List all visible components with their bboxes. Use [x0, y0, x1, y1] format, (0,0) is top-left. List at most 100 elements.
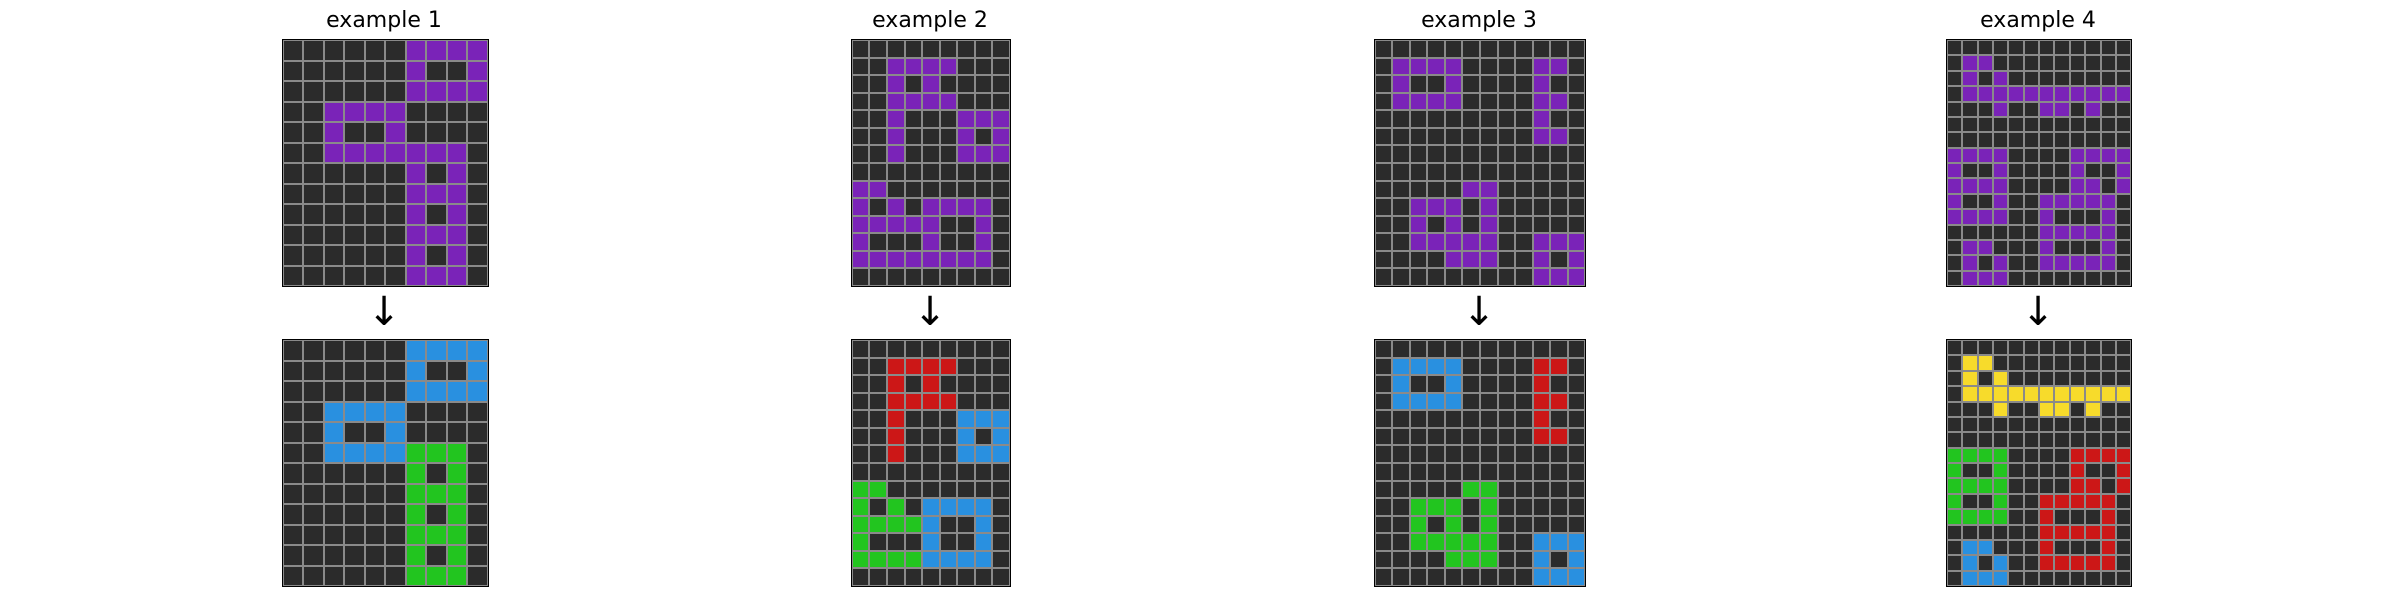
grid-cell [2039, 432, 2054, 447]
down-arrow-icon: ↓ [1374, 292, 1585, 332]
grid-cell [869, 463, 887, 481]
grid-cell [447, 463, 468, 484]
grid-cell [406, 504, 427, 525]
grid-cell [1978, 40, 1993, 55]
grid-cell [2070, 571, 2085, 586]
grid-cell [2024, 209, 2039, 224]
grid-cell [283, 163, 304, 184]
grid-cell [1533, 498, 1551, 516]
grid-cell [1498, 393, 1516, 411]
grid-cell [1978, 525, 1993, 540]
grid-cell [1962, 448, 1977, 463]
grid-cell [1962, 463, 1977, 478]
grid-cell [365, 484, 386, 505]
grid-cell [1410, 551, 1428, 569]
grid-cell [1962, 386, 1977, 401]
grid-cell [957, 463, 975, 481]
grid-cell [852, 481, 870, 499]
grid-cell [975, 251, 993, 269]
grid-cell [975, 75, 993, 93]
grid-cell [1498, 216, 1516, 234]
grid-cell [887, 93, 905, 111]
grid-cell [852, 445, 870, 463]
grid-cell [869, 40, 887, 58]
grid-cell [406, 545, 427, 566]
grid-cell [324, 381, 345, 402]
grid-cell [426, 463, 447, 484]
grid-cell [887, 128, 905, 146]
grid-cell [467, 504, 488, 525]
grid-cell [385, 361, 406, 382]
grid-cell [1993, 340, 2008, 355]
grid-cell [1947, 225, 1962, 240]
grid-cell [406, 340, 427, 361]
grid-cell [2054, 132, 2069, 147]
grid-cell [1962, 402, 1977, 417]
grid-cell [1445, 40, 1463, 58]
grid-cell [1947, 448, 1962, 463]
grid-cell [1427, 181, 1445, 199]
grid-cell [1375, 568, 1393, 586]
grid-cell [2070, 402, 2085, 417]
grid-cell [1375, 110, 1393, 128]
grid-cell [365, 422, 386, 443]
grid-cell [1480, 216, 1498, 234]
grid-cell [1993, 102, 2008, 117]
grid-cell [922, 216, 940, 234]
grid-cell [2008, 509, 2023, 524]
grid-cell [1533, 481, 1551, 499]
grid-cell [940, 533, 958, 551]
grid-cell [869, 568, 887, 586]
grid-cell [940, 93, 958, 111]
grid-cell [975, 163, 993, 181]
grid-cell [2085, 178, 2100, 193]
grid-cell [2054, 448, 2069, 463]
grid-cell [975, 568, 993, 586]
grid-cell [869, 198, 887, 216]
grid-cell [1947, 494, 1962, 509]
grid-cell [1392, 268, 1410, 286]
grid-cell [283, 81, 304, 102]
grid-cell [1410, 516, 1428, 534]
grid-cell [324, 340, 345, 361]
grid-cell [1993, 525, 2008, 540]
grid-cell [1993, 132, 2008, 147]
grid-cell [1515, 516, 1533, 534]
grid-cell [406, 525, 427, 546]
grid-cell [1533, 533, 1551, 551]
grid-cell [922, 75, 940, 93]
grid-cell [922, 93, 940, 111]
grid-cell [1375, 516, 1393, 534]
grid-cell [447, 525, 468, 546]
grid-cell [2039, 271, 2054, 286]
grid-cell [869, 533, 887, 551]
grid-cell [2070, 540, 2085, 555]
grid-cell [2116, 448, 2131, 463]
grid-cell [2101, 225, 2116, 240]
grid-cell [992, 533, 1010, 551]
grid-cell [2085, 494, 2100, 509]
grid-cell [1962, 117, 1977, 132]
grid-cell [2039, 209, 2054, 224]
grid-cell [303, 566, 324, 587]
grid-cell [1462, 428, 1480, 446]
grid-cell [2039, 163, 2054, 178]
grid-cell [2085, 432, 2100, 447]
grid-cell [2039, 371, 2054, 386]
grid-cell [303, 463, 324, 484]
grid-cell [303, 184, 324, 205]
grid-cell [1375, 251, 1393, 269]
grid-cell [1993, 494, 2008, 509]
grid-cell [869, 498, 887, 516]
grid-cell [1498, 75, 1516, 93]
grid-cell [324, 463, 345, 484]
grid-cell [905, 93, 923, 111]
grid-cell [905, 428, 923, 446]
grid-cell [887, 410, 905, 428]
grid-cell [2008, 40, 2023, 55]
grid-cell [447, 184, 468, 205]
grid-cell [1947, 86, 1962, 101]
grid-cell [2116, 255, 2131, 270]
grid-cell [2054, 402, 2069, 417]
grid-cell [905, 340, 923, 358]
